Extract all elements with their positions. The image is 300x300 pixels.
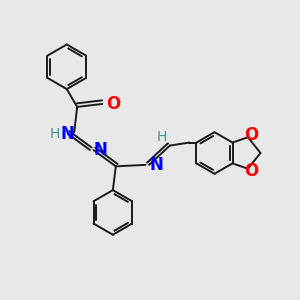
- Text: H: H: [50, 127, 60, 141]
- Text: O: O: [244, 126, 258, 144]
- Text: H: H: [156, 130, 167, 144]
- Text: N: N: [94, 141, 107, 159]
- Text: O: O: [106, 95, 120, 113]
- Text: N: N: [149, 156, 163, 174]
- Text: O: O: [244, 162, 258, 180]
- Text: N: N: [61, 125, 75, 143]
